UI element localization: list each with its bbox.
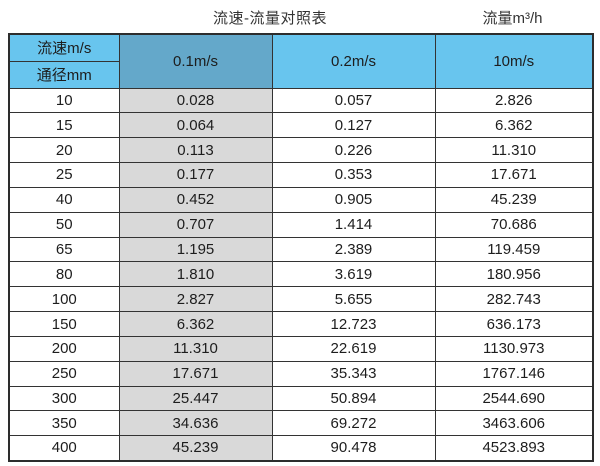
dn-cell: 40	[8, 186, 120, 213]
table-row: 100 2.827 5.655 282.743	[8, 286, 594, 313]
header-row-velocity: 流速m/s 0.1m/s 0.2m/s 10m/s	[8, 33, 594, 89]
header-row-diameter: 通径mm	[8, 60, 593, 89]
flow-02-cell: 90.478	[271, 435, 436, 462]
flow-01-cell: 45.239	[118, 435, 273, 462]
flow-10-cell: 3463.606	[434, 410, 594, 437]
flow-01-cell: 1.810	[118, 261, 273, 288]
corner-diameter-label: 通径mm	[8, 60, 120, 89]
flow-01-cell: 0.113	[118, 137, 273, 164]
flow-01-cell: 34.636	[118, 410, 273, 437]
flow-01-cell: 17.671	[118, 360, 273, 387]
flow-10-cell: 2.826	[434, 87, 594, 114]
flow-unit-label: 流量m³/h	[482, 10, 543, 27]
flow-02-cell: 3.619	[271, 261, 436, 288]
flow-01-cell: 0.177	[118, 162, 273, 188]
flow-10-cell: 17.671	[434, 162, 594, 188]
flow-10-cell: 6.362	[434, 112, 594, 139]
table-row: 40 0.452 0.905 45.239	[8, 186, 594, 213]
dn-cell: 200	[8, 335, 120, 362]
flow-02-cell: 12.723	[271, 311, 436, 337]
flow-01-cell: 11.310	[118, 335, 273, 362]
dn-cell: 100	[8, 286, 120, 313]
flow-02-cell: 0.905	[271, 186, 436, 213]
flow-02-cell: 50.894	[271, 385, 436, 412]
column-header-flow-02: 0.2m/s	[271, 33, 436, 89]
flow-10-cell: 636.173	[434, 311, 594, 337]
dn-cell: 350	[8, 410, 120, 437]
flow-02-cell: 5.655	[271, 286, 436, 313]
flow-02-cell: 2.389	[271, 236, 436, 263]
dn-cell: 65	[8, 236, 120, 263]
flow-02-cell: 0.057	[271, 87, 436, 114]
flow-10-cell: 45.239	[434, 186, 594, 213]
table-header: 流速m/s 0.1m/s 0.2m/s 10m/s 通径mm	[8, 33, 594, 89]
flow-10-cell: 180.956	[434, 261, 594, 288]
table-row: 10 0.028 0.057 2.826	[8, 87, 594, 114]
table-body: 10 0.028 0.057 2.826 15 0.064 0.127 6.362 20 0.11…	[8, 87, 594, 462]
table-row: 150 6.362 12.723 636.173	[8, 311, 594, 337]
flow-02-cell: 1.414	[271, 211, 436, 238]
flow-10-cell: 282.743	[434, 286, 594, 313]
column-header-flow-10: 10m/s	[434, 33, 594, 89]
dn-cell: 250	[8, 360, 120, 387]
flow-01-cell: 6.362	[118, 311, 273, 337]
table-row: 250 17.671 35.343 1767.146	[8, 360, 594, 387]
dn-cell: 25	[8, 162, 120, 188]
table-row: 350 34.636 69.272 3463.606	[8, 410, 594, 437]
table-row: 65 1.195 2.389 119.459	[8, 236, 594, 263]
table-row: 80 1.810 3.619 180.956	[8, 261, 594, 288]
dn-cell: 400	[8, 435, 120, 462]
caption-row: 流速-流量对照表 流量m³/h	[0, 4, 600, 28]
flow-01-cell: 0.064	[118, 112, 273, 139]
flow-01-cell: 25.447	[118, 385, 273, 412]
flow-01-cell: 1.195	[118, 236, 273, 263]
dn-cell: 300	[8, 385, 120, 412]
dn-cell: 10	[8, 87, 120, 114]
table-row: 50 0.707 1.414 70.686	[8, 211, 594, 238]
table-row: 200 11.310 22.619 1130.973	[8, 335, 594, 362]
flow-02-cell: 22.619	[271, 335, 436, 362]
flow-01-cell: 0.452	[118, 186, 273, 213]
flow-10-cell: 11.310	[434, 137, 594, 164]
column-header-flow-01: 0.1m/s	[118, 33, 273, 89]
flow-10-cell: 4523.893	[434, 435, 594, 462]
table-row: 15 0.064 0.127 6.362	[8, 112, 594, 139]
flow-10-cell: 1130.973	[434, 335, 594, 362]
flow-02-cell: 35.343	[271, 360, 436, 387]
dn-cell: 15	[8, 112, 120, 139]
dn-cell: 50	[8, 211, 120, 238]
flow-01-cell: 0.707	[118, 211, 273, 238]
flow-02-cell: 0.353	[271, 162, 436, 188]
table-row: 20 0.113 0.226 11.310	[8, 137, 594, 164]
flow-01-cell: 0.028	[118, 87, 273, 114]
flow-02-cell: 69.272	[271, 410, 436, 437]
dn-cell: 80	[8, 261, 120, 288]
table-row: 300 25.447 50.894 2544.690	[8, 385, 594, 412]
flow-10-cell: 70.686	[434, 211, 594, 238]
dn-cell: 20	[8, 137, 120, 164]
table-row: 400 45.239 90.478 4523.893	[8, 435, 594, 462]
flow-rate-table: 流速m/s 0.1m/s 0.2m/s 10m/s 通径mm 10 0.028 0.…	[8, 33, 594, 462]
flow-10-cell: 2544.690	[434, 385, 594, 412]
flow-02-cell: 0.226	[271, 137, 436, 164]
dn-cell: 150	[8, 311, 120, 337]
flow-10-cell: 119.459	[434, 236, 594, 263]
flow-10-cell: 1767.146	[434, 360, 594, 387]
flow-02-cell: 0.127	[271, 112, 436, 139]
corner-velocity-label: 流速m/s	[8, 33, 120, 62]
flow-01-cell: 2.827	[118, 286, 273, 313]
table-row: 25 0.177 0.353 17.671	[8, 162, 594, 188]
table-title: 流速-流量对照表	[213, 10, 327, 27]
